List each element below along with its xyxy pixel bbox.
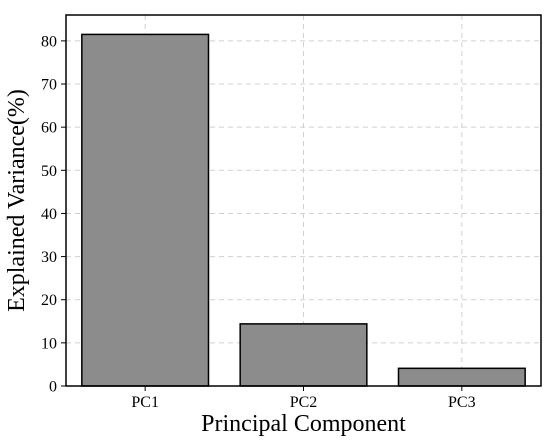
x-tick-label: PC1 bbox=[131, 394, 159, 411]
y-tick-label: 60 bbox=[41, 120, 57, 137]
bar-pc2 bbox=[239, 323, 368, 387]
x-tick-label: PC3 bbox=[448, 394, 476, 411]
y-tick-label: 50 bbox=[41, 163, 57, 180]
y-tick-label: 40 bbox=[41, 206, 57, 223]
x-axis-ticks: PC1 PC2 PC3 bbox=[131, 386, 476, 411]
y-tick-label: 0 bbox=[49, 379, 57, 396]
y-axis-ticks: 0 10 20 30 40 50 60 70 80 bbox=[41, 33, 66, 396]
y-axis-label: Explained Variance(%) bbox=[4, 89, 30, 312]
bar-pc1 bbox=[81, 33, 210, 387]
bar-pc3 bbox=[397, 367, 526, 387]
x-tick-label: PC2 bbox=[290, 394, 318, 411]
y-tick-label: 10 bbox=[41, 335, 57, 352]
x-axis-label: Principal Component bbox=[201, 411, 406, 437]
y-tick-label: 70 bbox=[41, 77, 57, 94]
y-tick-label: 80 bbox=[41, 33, 57, 50]
y-tick-label: 20 bbox=[41, 292, 57, 309]
y-tick-label: 30 bbox=[41, 249, 57, 266]
bars bbox=[81, 33, 526, 387]
